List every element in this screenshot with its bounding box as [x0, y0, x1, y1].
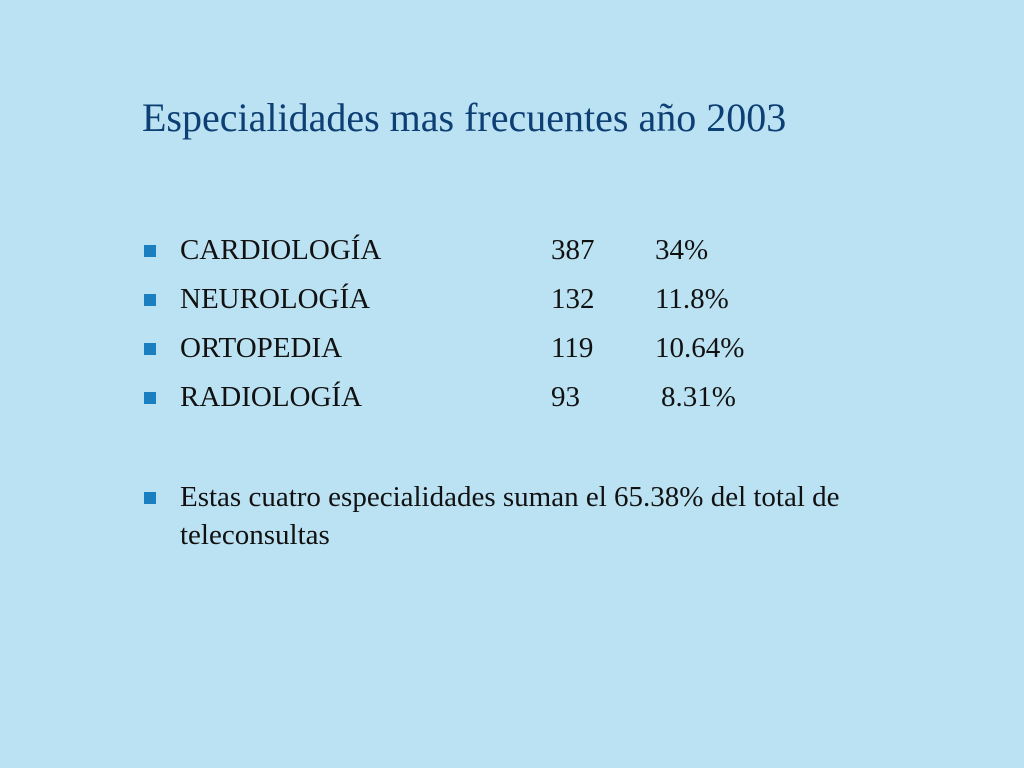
specialty-percent: 34% — [655, 234, 709, 266]
square-bullet-icon — [144, 492, 156, 504]
list-item-cardiologia: CARDIOLOGÍA 387 34% — [142, 226, 982, 275]
specialty-percent: 8.31% — [661, 381, 736, 413]
specialty-percent: 11.8% — [655, 283, 729, 315]
square-bullet-icon — [144, 245, 156, 257]
specialty-name: CARDIOLOGÍA — [180, 234, 382, 266]
specialty-count: 387 — [551, 234, 595, 266]
specialty-name: NEUROLOGÍA — [180, 283, 371, 315]
summary-text: Estas cuatro especialidades suman el 65.… — [180, 481, 840, 551]
specialty-name: RADIOLOGÍA — [180, 381, 363, 413]
list-item-radiologia: RADIOLOGÍA 93 8.31% — [142, 373, 982, 422]
specialties-list: CARDIOLOGÍA 387 34% NEUROLOGÍA 132 11.8%… — [142, 226, 982, 422]
specialty-count: 93 — [551, 381, 580, 413]
square-bullet-icon — [144, 343, 156, 355]
specialty-percent: 10.64% — [655, 332, 745, 364]
summary-item: Estas cuatro especialidades suman el 65.… — [142, 478, 982, 554]
list-item-neurologia: NEUROLOGÍA 132 11.8% — [142, 275, 982, 324]
specialty-name: ORTOPEDIA — [180, 332, 343, 364]
list-item-ortopedia: ORTOPEDIA 119 10.64% — [142, 324, 982, 373]
specialty-count: 132 — [551, 283, 595, 315]
slide-title: Especialidades mas frecuentes año 2003 — [142, 95, 787, 140]
square-bullet-icon — [144, 294, 156, 306]
square-bullet-icon — [144, 392, 156, 404]
specialty-count: 119 — [551, 332, 594, 364]
